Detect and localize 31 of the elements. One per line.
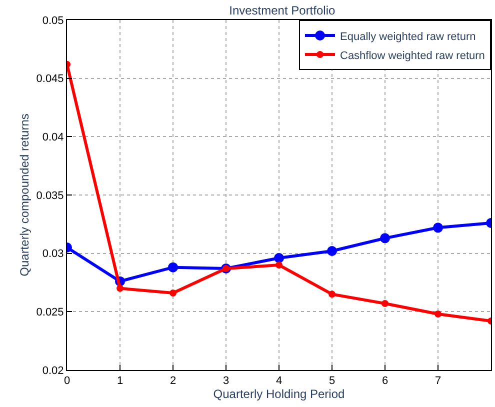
- point: [434, 310, 442, 318]
- legend-label: Cashflow weighted raw return: [340, 50, 485, 62]
- x-tick-label: 2: [170, 375, 176, 388]
- point: [380, 233, 390, 244]
- x-tick-label: 6: [382, 375, 388, 388]
- point: [274, 253, 284, 263]
- point: [328, 290, 336, 298]
- x-tick-label: 4: [276, 375, 282, 388]
- x-tick-label: 3: [222, 375, 230, 388]
- legend-label: Equally weighted raw return: [340, 30, 476, 43]
- point: [116, 284, 124, 292]
- point: [327, 246, 337, 256]
- y-axis-title: Quarterly compounded returns: [18, 114, 32, 276]
- y-tick-label: 0.035: [36, 190, 64, 202]
- y-tick-label: 0.03: [42, 248, 64, 260]
- y-tick-label: 0.05: [42, 14, 64, 27]
- y-tick-label: 0.02: [42, 364, 64, 377]
- y-tick-label: 0.025: [36, 306, 64, 319]
- point: [170, 290, 176, 296]
- x-tick-label: 7: [434, 375, 442, 388]
- x-tick-label: 1: [116, 375, 124, 388]
- y-tick-label: 0.04: [42, 132, 64, 144]
- y-tick-label: 0.045: [36, 73, 64, 86]
- point: [433, 222, 443, 233]
- chart-title: Investment Portfolio: [229, 4, 336, 18]
- point: [276, 262, 282, 268]
- x-tick-label: 5: [328, 375, 336, 388]
- point: [168, 262, 178, 272]
- x-axis-title: Quarterly Holding Period: [213, 387, 345, 402]
- x-tick-label: 0: [64, 375, 70, 388]
- point: [382, 300, 388, 307]
